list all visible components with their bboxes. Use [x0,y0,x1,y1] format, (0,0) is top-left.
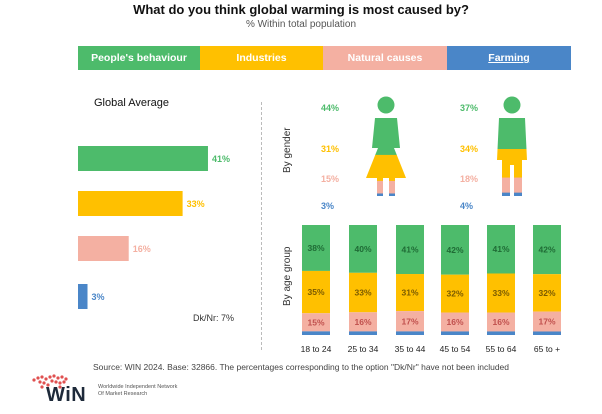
gender-value-label: 34% [460,144,478,154]
gender-value-label: 3% [321,201,334,211]
age-tick-label: 35 to 44 [395,344,426,354]
age-bar-segment [349,225,377,273]
age-bar-label: 40% [354,244,371,254]
by-gender-label: By gender [282,127,293,173]
age-bar-label: 16% [354,317,371,327]
global-bar [78,191,183,216]
page-subtitle: % Within total population [245,19,357,30]
category-industries: Industries [200,46,323,70]
age-tick-label: 18 to 24 [301,344,332,354]
section-divider [261,102,262,350]
logo-map-icon [32,374,68,389]
age-bar-segment [396,225,424,275]
age-bar-label: 33% [354,288,371,298]
age-bar-label: 32% [446,289,463,299]
age-bar-segment [441,331,469,335]
age-bar-segment [302,270,330,314]
age-bar-label: 32% [538,288,555,298]
age-bar-label: 17% [401,316,418,326]
global-bar [78,146,208,171]
category-peoples-behaviour: People's behaviour [78,46,200,70]
age-bar-segment [396,274,424,312]
gender-value-label: 4% [460,201,473,211]
age-bar-segment [533,331,561,335]
age-bar-segment [487,312,515,332]
source-note: Source: WIN 2024. Base: 32866. The perce… [92,362,510,372]
age-bar-segment [441,225,469,275]
age-bar-label: 42% [446,245,463,255]
age-bar-label: 31% [401,288,418,298]
gender-value-label: 37% [460,103,478,113]
age-bar-segment [349,312,377,332]
age-bar-segment [487,331,515,335]
dk-nr-label: Dk/Nr: 7% [193,313,235,323]
category-natural-causes: Natural causes [323,46,447,70]
page-title: What do you think global warming is most… [133,2,469,17]
global-bar [78,236,129,261]
age-tick-label: 45 to 54 [440,344,471,354]
age-bar-segment [487,225,515,274]
age-bar-label: 38% [307,243,324,253]
age-bar-segment [302,225,330,271]
age-bar-segment [441,274,469,313]
age-bar-segment [533,311,561,332]
age-bar-segment [349,331,377,335]
woman-figure [366,96,406,196]
age-bar-label: 35% [307,287,324,297]
age-tick-label: 65 to + [534,344,560,354]
age-bar-label: 33% [492,288,509,298]
age-bar-segment [487,273,515,313]
age-bar-segment [441,312,469,332]
age-bar-segment [396,331,424,335]
gender-value-label: 15% [321,174,339,184]
age-bar-segment [396,311,424,332]
gender-value-label: 31% [321,144,339,154]
category-farming: Farming [447,46,571,70]
gender-value-label: 44% [321,103,339,113]
age-bar-segment [349,272,377,313]
age-tick-label: 25 to 34 [348,344,379,354]
by-age-label: By age group [282,246,293,307]
age-bar-label: 16% [492,317,509,327]
man-figure [497,96,527,196]
global-bar-label: 3% [92,292,105,302]
global-average-title: Global Average [94,97,170,109]
age-bar-segment [302,331,330,335]
age-bar-label: 41% [401,245,418,255]
global-bar-label: 33% [187,199,205,209]
win-logo: WiN [46,384,87,406]
age-bar-segment [533,225,561,275]
global-bar-label: 41% [212,154,230,164]
age-tick-label: 55 to 64 [486,344,517,354]
age-bar-label: 42% [538,245,555,255]
age-bar-segment [533,274,561,312]
age-bar-label: 41% [492,244,509,254]
age-bar-label: 16% [446,317,463,327]
global-bar [78,284,88,309]
win-logo-subtext: Worldwide Independent Network Of Market … [98,384,178,397]
age-bar-label: 17% [538,317,555,327]
gender-value-label: 18% [460,174,478,184]
age-bar-label: 15% [307,317,324,327]
global-bar-label: 16% [133,244,151,254]
age-bar-segment [302,313,330,332]
